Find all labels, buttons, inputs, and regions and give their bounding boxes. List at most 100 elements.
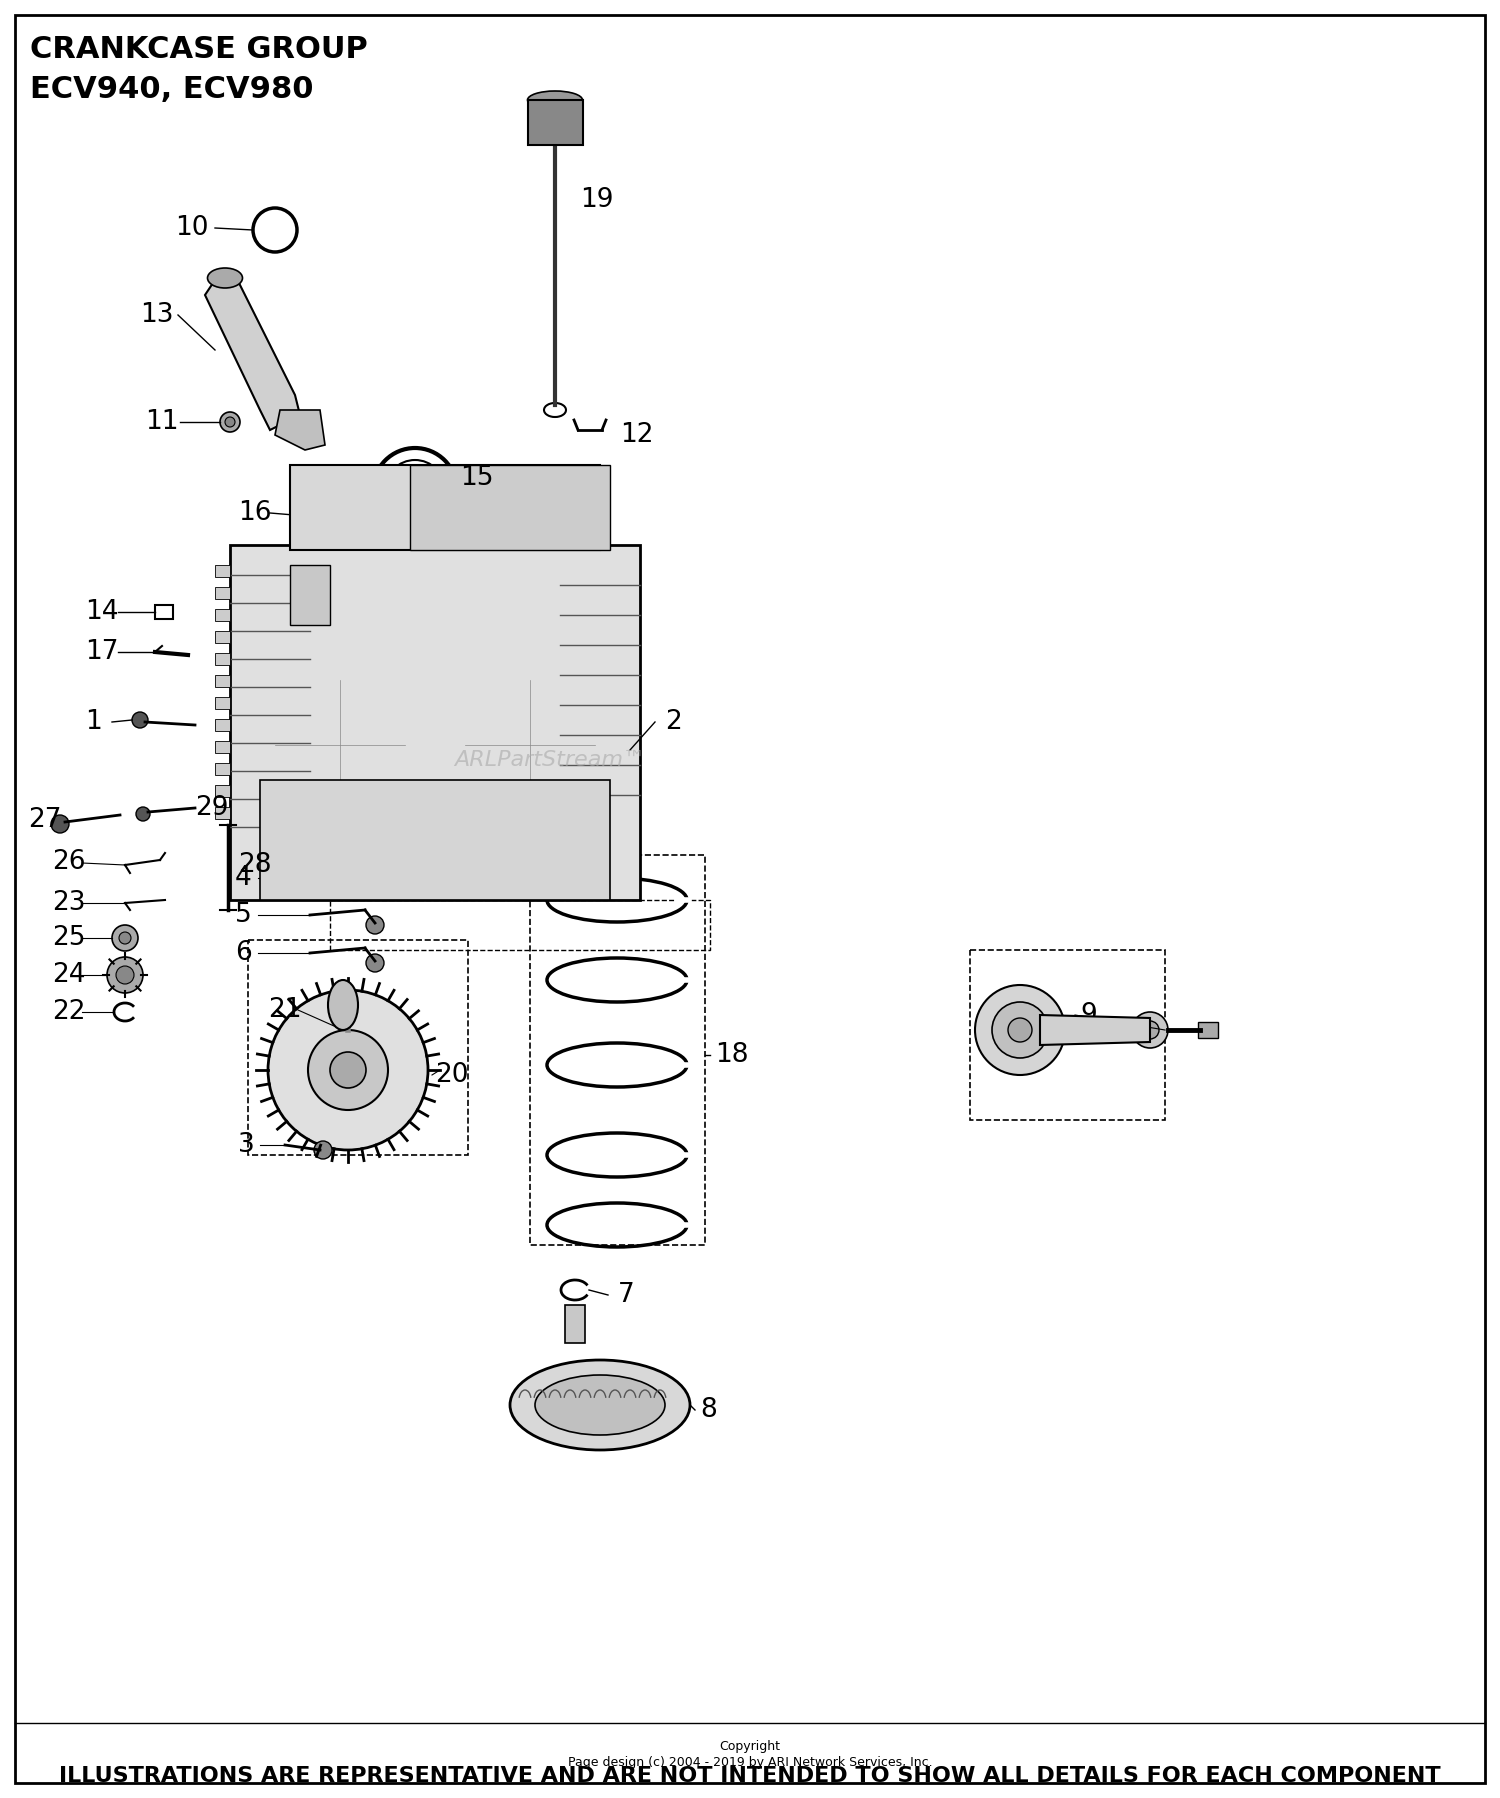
Bar bbox=[1198, 1021, 1218, 1037]
Circle shape bbox=[465, 680, 596, 811]
Ellipse shape bbox=[528, 92, 582, 110]
Text: 10: 10 bbox=[176, 216, 208, 241]
Bar bbox=[566, 1305, 585, 1343]
Circle shape bbox=[1142, 1021, 1160, 1039]
Circle shape bbox=[314, 1142, 332, 1160]
Bar bbox=[248, 940, 468, 1154]
Text: 23: 23 bbox=[53, 890, 86, 915]
Circle shape bbox=[225, 417, 236, 426]
Circle shape bbox=[992, 1001, 1048, 1057]
Text: 26: 26 bbox=[53, 849, 86, 876]
Circle shape bbox=[366, 915, 384, 933]
Ellipse shape bbox=[536, 1375, 664, 1435]
Ellipse shape bbox=[510, 1359, 690, 1449]
Text: 1: 1 bbox=[86, 708, 102, 735]
Bar bbox=[214, 674, 230, 687]
Circle shape bbox=[1008, 1018, 1032, 1043]
Circle shape bbox=[1132, 1012, 1168, 1048]
Bar bbox=[214, 719, 230, 732]
Text: CRANKCASE GROUP: CRANKCASE GROUP bbox=[30, 34, 368, 65]
Circle shape bbox=[552, 527, 568, 543]
Circle shape bbox=[366, 879, 384, 897]
Circle shape bbox=[136, 807, 150, 822]
Text: 2: 2 bbox=[664, 708, 681, 735]
Bar bbox=[290, 466, 600, 550]
Text: 7: 7 bbox=[618, 1282, 634, 1307]
Circle shape bbox=[308, 1030, 388, 1109]
Ellipse shape bbox=[207, 268, 243, 288]
Circle shape bbox=[392, 852, 427, 888]
Text: Copyright
Page design (c) 2004 - 2019 by ARI Network Services, Inc.: Copyright Page design (c) 2004 - 2019 by… bbox=[567, 1740, 933, 1769]
Bar bbox=[260, 780, 610, 901]
Text: 25: 25 bbox=[53, 924, 86, 951]
Bar bbox=[528, 101, 584, 146]
Bar bbox=[214, 762, 230, 775]
Text: 6: 6 bbox=[236, 940, 252, 966]
Circle shape bbox=[118, 931, 130, 944]
Bar bbox=[410, 466, 610, 550]
Text: 5: 5 bbox=[236, 903, 252, 928]
Text: 14: 14 bbox=[86, 599, 118, 626]
Circle shape bbox=[514, 730, 544, 761]
Circle shape bbox=[132, 712, 148, 728]
Text: 16: 16 bbox=[238, 500, 272, 527]
Text: 19: 19 bbox=[580, 187, 614, 212]
Text: 12: 12 bbox=[620, 423, 654, 448]
Text: 18: 18 bbox=[716, 1043, 748, 1068]
Bar bbox=[214, 786, 230, 797]
Text: 27: 27 bbox=[28, 807, 62, 832]
Circle shape bbox=[440, 654, 620, 834]
Circle shape bbox=[302, 527, 318, 543]
Text: 3: 3 bbox=[238, 1133, 255, 1158]
Text: ILLUSTRATIONS ARE REPRESENTATIVE AND ARE NOT INTENDED TO SHOW ALL DETAILS FOR EA: ILLUSTRATIONS ARE REPRESENTATIVE AND ARE… bbox=[58, 1766, 1442, 1785]
Circle shape bbox=[333, 994, 352, 1016]
Bar bbox=[330, 901, 710, 949]
Circle shape bbox=[274, 680, 405, 811]
Circle shape bbox=[51, 814, 69, 832]
Text: 29: 29 bbox=[195, 795, 228, 822]
Circle shape bbox=[251, 654, 430, 834]
Circle shape bbox=[326, 730, 356, 761]
Circle shape bbox=[975, 985, 1065, 1075]
Bar bbox=[214, 610, 230, 620]
Text: 20: 20 bbox=[435, 1063, 468, 1088]
Circle shape bbox=[356, 480, 405, 530]
Text: 28: 28 bbox=[238, 852, 272, 877]
Bar bbox=[230, 545, 640, 901]
Polygon shape bbox=[1040, 1016, 1150, 1045]
Text: 9: 9 bbox=[1080, 1001, 1096, 1028]
Text: ARLPartStream™: ARLPartStream™ bbox=[454, 750, 645, 770]
Bar bbox=[214, 698, 230, 708]
Text: 22: 22 bbox=[53, 1000, 86, 1025]
Text: ECV940, ECV980: ECV940, ECV980 bbox=[30, 76, 314, 104]
Circle shape bbox=[330, 1052, 366, 1088]
Text: 17: 17 bbox=[86, 638, 118, 665]
Circle shape bbox=[106, 957, 142, 992]
Text: 13: 13 bbox=[140, 302, 174, 327]
Text: 4: 4 bbox=[236, 865, 252, 892]
Bar bbox=[214, 565, 230, 577]
Bar bbox=[214, 741, 230, 753]
Circle shape bbox=[268, 991, 428, 1151]
Circle shape bbox=[366, 955, 384, 973]
Bar bbox=[970, 949, 1166, 1120]
Bar bbox=[154, 604, 172, 619]
Bar bbox=[214, 586, 230, 599]
Text: 11: 11 bbox=[146, 408, 178, 435]
Circle shape bbox=[116, 966, 134, 984]
Text: 8: 8 bbox=[700, 1397, 717, 1422]
Bar bbox=[214, 653, 230, 665]
Circle shape bbox=[340, 466, 420, 545]
Text: 15: 15 bbox=[460, 466, 494, 491]
Circle shape bbox=[220, 412, 240, 432]
Bar bbox=[530, 856, 705, 1244]
Polygon shape bbox=[274, 410, 326, 450]
Polygon shape bbox=[206, 275, 300, 430]
Text: 21: 21 bbox=[268, 998, 302, 1023]
Text: 24: 24 bbox=[53, 962, 86, 987]
Bar bbox=[214, 631, 230, 644]
Bar bbox=[290, 565, 330, 626]
Bar bbox=[214, 807, 230, 820]
Circle shape bbox=[112, 924, 138, 951]
Ellipse shape bbox=[328, 980, 358, 1030]
